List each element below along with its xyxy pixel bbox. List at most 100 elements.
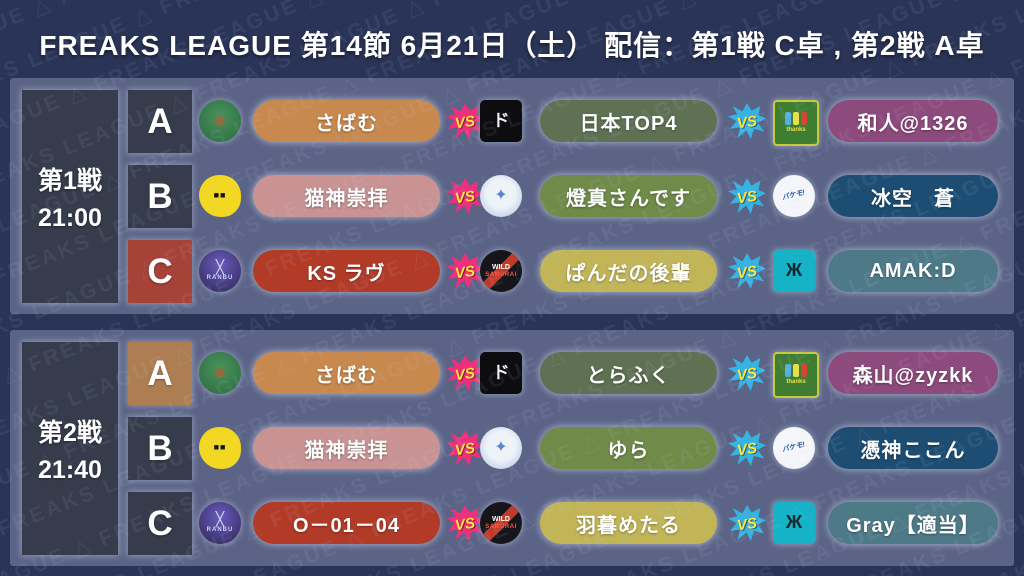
avatar-text: thanks [786, 379, 806, 386]
sunglasses-icon: ■■ [213, 442, 227, 453]
player-pill: とらふく [540, 352, 717, 394]
vs-icon: VS [446, 355, 484, 393]
vs-text: VS [735, 439, 759, 459]
vs-text: VS [735, 364, 759, 384]
match-1-timebox: 第1戦 21:00 [22, 90, 118, 303]
butterfly-icon: Ж [785, 512, 803, 533]
player-pill: 羽暮めたる [540, 502, 717, 544]
player-pill: KS ラヴ [253, 250, 440, 292]
ranbu-avatar: ╳ RANBU [199, 502, 241, 544]
player-pill: ぱんだの後輩 [540, 250, 717, 292]
vs-icon: VS [446, 103, 484, 141]
player-pill: 猫神崇拝 [253, 175, 440, 217]
sabamu-avatar: ◆ [199, 352, 241, 394]
figure-bar [785, 364, 791, 378]
bakemo-avatar: バケモ! [773, 175, 815, 217]
top4-avatar: ド [480, 100, 522, 142]
match-2-table-c-row: C ╳ RANBU O－01－04 VS WILD SAMURAI 羽暮めたる … [10, 492, 1014, 555]
player-pill: ゆら [540, 427, 717, 469]
player-pill: さばむ [253, 352, 440, 394]
vs-icon: VS [446, 253, 484, 291]
vs-icon: VS [446, 430, 484, 468]
match-2-name: 第2戦 [38, 418, 102, 447]
player-pill: 和人@1326 [828, 100, 998, 142]
vs-icon: VS [728, 103, 766, 141]
figures-icon [785, 112, 807, 126]
match-2-panel: 第2戦 21:40 A ◆ さばむ VS ド とらふく VS [10, 330, 1014, 566]
top4-avatar: ド [480, 352, 522, 394]
moth-icon: ◆ [213, 364, 227, 382]
player-pill: 猫神崇拝 [253, 427, 440, 469]
avatar-text: SAMURAI [485, 523, 517, 530]
avatar-text: バケモ! [781, 441, 807, 454]
player-pill: 憑神ここん [828, 427, 998, 469]
vs-icon: VS [728, 253, 766, 291]
vs-text: VS [735, 112, 759, 132]
bakemo-avatar: バケモ! [773, 427, 815, 469]
vs-text: VS [735, 514, 759, 534]
duck-avatar: ■■ [199, 175, 241, 217]
moth-icon: ◆ [213, 112, 227, 130]
player-pill: 日本TOP4 [540, 100, 717, 142]
match-1-table-c-row: C ╳ RANBU KS ラヴ VS WILD SAMURAI ぱんだの後輩 V… [10, 240, 1014, 303]
player-pill: 燈真さんです [540, 175, 717, 217]
thanks-avatar: thanks [773, 352, 819, 398]
match-2-time: 21:40 [38, 455, 102, 484]
butterfly-avatar: Ж [773, 250, 815, 292]
vs-icon: VS [728, 178, 766, 216]
duck-avatar: ■■ [199, 427, 241, 469]
player-pill: O－01－04 [253, 502, 440, 544]
figure-bar [801, 112, 807, 126]
wild-samurai-avatar: WILD SAMURAI [480, 250, 522, 292]
vs-icon: VS [728, 430, 766, 468]
figure-bar [793, 112, 799, 126]
match-2-table-b-row: B ■■ 猫神崇拝 VS ✦ ゆら VS バケモ! 憑神ここん [10, 417, 1014, 480]
crossed-swords-icon: ╳ [215, 511, 225, 527]
match-1-table-b-row: B ■■ 猫神崇拝 VS ✦ 燈真さんです VS バケモ! 冰空 蒼 [10, 165, 1014, 228]
ranbu-avatar: ╳ RANBU [199, 250, 241, 292]
table-a-label: A [128, 90, 192, 153]
vs-icon: VS [728, 505, 766, 543]
vs-text: VS [735, 187, 759, 207]
wild-samurai-avatar: WILD SAMURAI [480, 502, 522, 544]
player-pill: 森山@zyzkk [828, 352, 998, 394]
figure-bar [801, 364, 807, 378]
avatar-text: WILD [492, 263, 510, 271]
vs-icon: VS [446, 505, 484, 543]
avatar-text: RANBU [206, 275, 234, 282]
butterfly-icon: Ж [785, 260, 803, 281]
player-pill: AMAK:D [828, 250, 998, 292]
sabamu-avatar: ◆ [199, 100, 241, 142]
table-c-label-highlighted: C [128, 240, 192, 303]
avatar-text: RANBU [206, 527, 234, 534]
player-pill: さばむ [253, 100, 440, 142]
vs-text: VS [735, 262, 759, 282]
match-1-table-a-row: A ◆ さばむ VS ド 日本TOP4 VS [10, 90, 1014, 153]
match-2-table-a-row: A ◆ さばむ VS ド とらふく VS [10, 342, 1014, 405]
match-1-time: 21:00 [38, 203, 102, 232]
logo-glyph: ド [492, 110, 510, 130]
player-pill: 冰空 蒼 [828, 175, 998, 217]
avatar-text: WILD [492, 515, 510, 523]
table-b-label: B [128, 165, 192, 228]
thanks-avatar: thanks [773, 100, 819, 146]
figure-bar [793, 364, 799, 378]
figure-bar [785, 112, 791, 126]
match-1-panel: 第1戦 21:00 A ◆ さばむ VS ド 日本TOP4 VS [10, 78, 1014, 314]
crossed-swords-icon: ╳ [215, 259, 225, 275]
logo-glyph: ド [492, 362, 510, 382]
crest-avatar: ✦ [480, 427, 522, 469]
butterfly-avatar: Ж [773, 502, 815, 544]
match-1-name: 第1戦 [38, 166, 102, 195]
crest-icon: ✦ [494, 439, 508, 457]
table-a-label-highlighted: A [128, 342, 192, 405]
player-pill: Gray【適当】 [828, 502, 998, 544]
crest-icon: ✦ [494, 187, 508, 205]
match-2-timebox: 第2戦 21:40 [22, 342, 118, 555]
vs-icon: VS [728, 355, 766, 393]
table-b-label: B [128, 417, 192, 480]
page-title: FREAKS LEAGUE 第14節 6月21日（土） 配信：第1戦 C卓 , … [39, 30, 985, 61]
table-c-label: C [128, 492, 192, 555]
figures-icon [785, 364, 807, 378]
